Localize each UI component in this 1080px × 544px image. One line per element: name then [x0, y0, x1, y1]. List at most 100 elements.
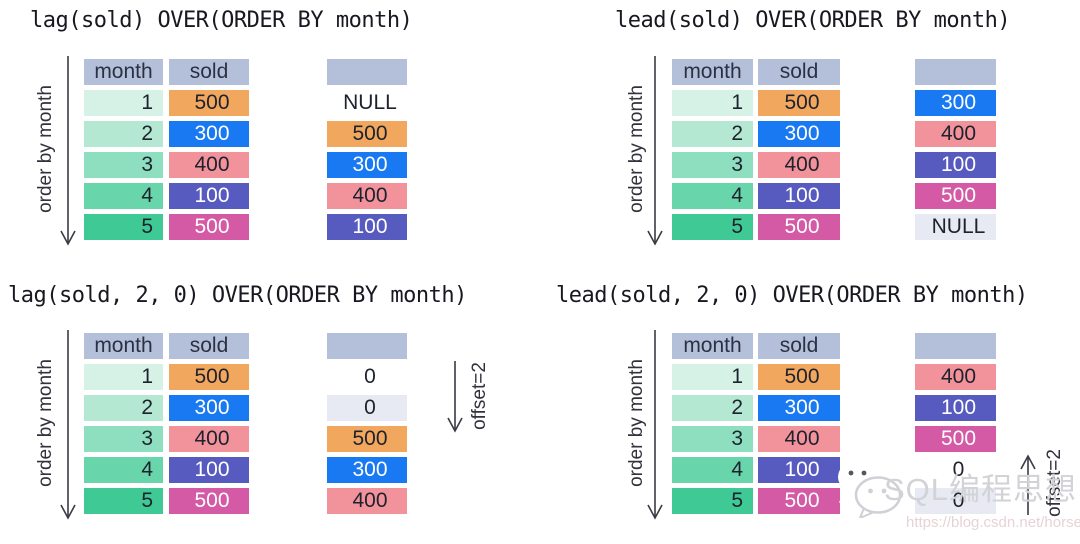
panel-title: lead(sold, 2, 0) OVER(ORDER BY month) [556, 283, 1028, 308]
result-cell: 400 [327, 183, 407, 209]
panel-title: lead(sold) OVER(ORDER BY month) [615, 8, 1011, 33]
result-header [915, 59, 996, 85]
panel-lead-offset: lead(sold, 2, 0) OVER(ORDER BY month) or… [540, 274, 1080, 544]
month-cell: 3 [84, 152, 163, 178]
table-header-sold: sold [758, 59, 840, 85]
result-cell: 100 [915, 152, 996, 178]
sold-cell: 300 [169, 395, 249, 421]
month-cell: 2 [672, 395, 753, 421]
month-cell: 4 [84, 183, 163, 209]
order-by-label: order by month [35, 359, 56, 487]
result-cell: 0 [952, 458, 965, 481]
sold-cell: 400 [758, 426, 840, 452]
month-cell: 5 [84, 488, 163, 514]
sold-cell: 300 [169, 121, 249, 147]
sold-cell: 100 [758, 183, 840, 209]
order-direction-arrow-icon [647, 56, 663, 246]
result-cell: 0 [364, 365, 376, 388]
result-cell: 500 [915, 426, 996, 452]
sold-cell: 500 [758, 214, 840, 240]
order-by-label: order by month [35, 85, 56, 213]
month-column: month 1 2 3 4 5 [672, 59, 753, 240]
result-column: NULL 500 300 400 100 [327, 59, 407, 240]
order-direction-arrow-icon [60, 56, 76, 246]
result-cell: 400 [915, 121, 996, 147]
offset-down-arrow-icon [447, 361, 463, 433]
result-cell: 500 [327, 426, 407, 452]
sold-cell: 500 [758, 90, 840, 116]
result-cell: 100 [327, 214, 407, 240]
month-cell: 2 [84, 121, 163, 147]
watermark-url: https://blog.csdn.net/horses [906, 514, 1080, 531]
sold-cell: 500 [169, 364, 249, 390]
sold-cell: 500 [169, 214, 249, 240]
sold-cell: 500 [758, 488, 840, 514]
month-cell: 1 [84, 364, 163, 390]
sold-column: sold 500 300 400 100 500 [169, 59, 249, 240]
month-cell: 1 [672, 90, 753, 116]
sold-cell: 400 [758, 152, 840, 178]
month-cell: 5 [672, 214, 753, 240]
month-cell: 2 [672, 121, 753, 147]
sold-cell: 100 [169, 183, 249, 209]
result-cell: 400 [915, 364, 996, 390]
month-column: month 1 2 3 4 5 [84, 333, 163, 514]
month-cell: 4 [672, 183, 753, 209]
result-cell: 300 [327, 457, 407, 483]
month-cell: 3 [672, 152, 753, 178]
panel-title: lag(sold, 2, 0) OVER(ORDER BY month) [8, 283, 467, 308]
result-cell: 0 [915, 488, 996, 514]
result-cell: 300 [327, 152, 407, 178]
sold-cell: 400 [169, 426, 249, 452]
month-cell: 4 [84, 457, 163, 483]
order-direction-arrow-icon [60, 330, 76, 520]
result-cell: 0 [327, 395, 407, 421]
month-cell: 1 [84, 90, 163, 116]
table-header-month: month [672, 59, 753, 85]
sold-cell: 300 [758, 395, 840, 421]
sold-column: sold 500 300 400 100 500 [758, 333, 840, 514]
table-header-sold: sold [169, 333, 249, 359]
result-cell: NULL [915, 214, 996, 240]
result-column: 300 400 100 500 NULL [915, 59, 996, 240]
month-cell: 3 [672, 426, 753, 452]
result-cell: 400 [327, 488, 407, 514]
result-cell: 100 [915, 395, 996, 421]
table-header-sold: sold [169, 59, 249, 85]
month-column: month 1 2 3 4 5 [84, 59, 163, 240]
order-by-label: order by month [626, 359, 647, 487]
order-by-label: order by month [626, 85, 647, 213]
month-cell: 4 [672, 457, 753, 483]
table-header-month: month [84, 59, 163, 85]
table-header-sold: sold [758, 333, 840, 359]
panel-lead-simple: lead(sold) OVER(ORDER BY month) order by… [540, 0, 1080, 270]
sold-cell: 300 [758, 121, 840, 147]
offset-up-arrow-icon [1020, 454, 1036, 515]
month-cell: 1 [672, 364, 753, 390]
sold-cell: 100 [758, 457, 840, 483]
watermark-brand: SQL编程思想 [884, 472, 1078, 507]
order-direction-arrow-icon [647, 330, 663, 520]
result-column: 0 0 500 300 400 [327, 333, 407, 514]
sold-cell: 100 [169, 457, 249, 483]
panel-title: lag(sold) OVER(ORDER BY month) [30, 8, 413, 33]
sold-cell: 500 [169, 488, 249, 514]
sold-cell: 500 [169, 90, 249, 116]
month-cell: 2 [84, 395, 163, 421]
table-header-month: month [84, 333, 163, 359]
wechat-icon [838, 460, 902, 518]
result-cell: NULL [343, 91, 397, 114]
result-header [327, 59, 407, 85]
result-cell: 500 [327, 121, 407, 147]
result-cell: 300 [915, 90, 996, 116]
table-header-month: month [672, 333, 753, 359]
month-cell: 5 [84, 214, 163, 240]
result-cell: 500 [915, 183, 996, 209]
result-header [915, 333, 996, 359]
month-cell: 5 [672, 488, 753, 514]
panel-lag-offset: lag(sold, 2, 0) OVER(ORDER BY month) ord… [0, 274, 540, 544]
sold-column: sold 500 300 400 100 500 [169, 333, 249, 514]
month-column: month 1 2 3 4 5 [672, 333, 753, 514]
result-column: 400 100 500 0 0 [915, 333, 996, 514]
sold-cell: 400 [169, 152, 249, 178]
